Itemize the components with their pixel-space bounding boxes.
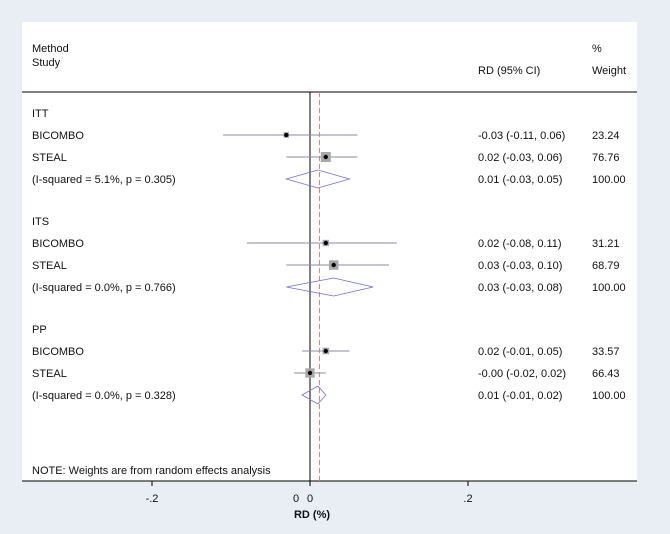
ci-text: -0.03 (-0.11, 0.06) [478, 130, 565, 142]
ci-text: 0.02 (-0.03, 0.06) [478, 152, 562, 164]
pooled-diamond [284, 169, 351, 189]
header-method: Method [32, 43, 69, 55]
study-label: BICOMBO [32, 238, 84, 250]
plot-panel [22, 22, 637, 481]
x-tick-label: -.2 [146, 493, 159, 505]
ci-text: 0.03 (-0.03, 0.10) [478, 260, 562, 272]
pooled-diamond [286, 277, 374, 297]
pooled-weight-text: 100.00 [592, 174, 626, 186]
heterogeneity-label: (I-squared = 0.0%, p = 0.766) [32, 282, 176, 294]
weight-text: 66.43 [592, 368, 620, 380]
weight-text: 68.79 [592, 260, 620, 272]
pooled-ci-text: 0.03 (-0.03, 0.08) [478, 282, 562, 294]
study-label: BICOMBO [32, 130, 84, 142]
x-tick-label: 0 [293, 493, 299, 505]
weight-text: 31.21 [592, 238, 620, 250]
header-ci: RD (95% CI) [478, 65, 540, 77]
x-tick-label: .2 [463, 493, 472, 505]
study-label: STEAL [32, 368, 67, 380]
weight-text: 33.57 [592, 346, 620, 358]
weight-text: 23.24 [592, 130, 620, 142]
x-tick-label: 0 [307, 493, 313, 505]
pooled-diamond [301, 385, 327, 405]
point-estimate [331, 262, 336, 268]
group-label: PP [32, 324, 47, 336]
point-estimate [323, 348, 328, 354]
ci-text: 0.02 (-0.08, 0.11) [478, 238, 562, 250]
pooled-ci-text: 0.01 (-0.03, 0.05) [478, 174, 562, 186]
x-axis-title: RD (%) [294, 509, 330, 521]
header-weight-unit: % [592, 43, 602, 55]
study-label: BICOMBO [32, 346, 84, 358]
study-label: STEAL [32, 152, 67, 164]
point-estimate [284, 132, 289, 138]
point-estimate [323, 154, 328, 160]
ci-text: -0.00 (-0.02, 0.02) [478, 368, 566, 380]
heterogeneity-label: (I-squared = 0.0%, p = 0.328) [32, 390, 176, 402]
pooled-ci-text: 0.01 (-0.01, 0.02) [478, 390, 562, 402]
study-label: STEAL [32, 260, 67, 272]
point-estimate [307, 370, 313, 376]
pooled-weight-text: 100.00 [592, 282, 626, 294]
note-text: NOTE: Weights are from random effects an… [32, 465, 271, 477]
heterogeneity-label: (I-squared = 5.1%, p = 0.305) [32, 174, 176, 186]
ci-text: 0.02 (-0.01, 0.05) [478, 346, 562, 358]
point-estimate [323, 240, 328, 246]
header-weight: Weight [592, 65, 626, 77]
group-label: ITT [32, 108, 49, 120]
weight-text: 76.76 [592, 152, 620, 164]
pooled-weight-text: 100.00 [592, 390, 626, 402]
group-label: ITS [32, 216, 49, 228]
header-study: Study [32, 57, 61, 69]
